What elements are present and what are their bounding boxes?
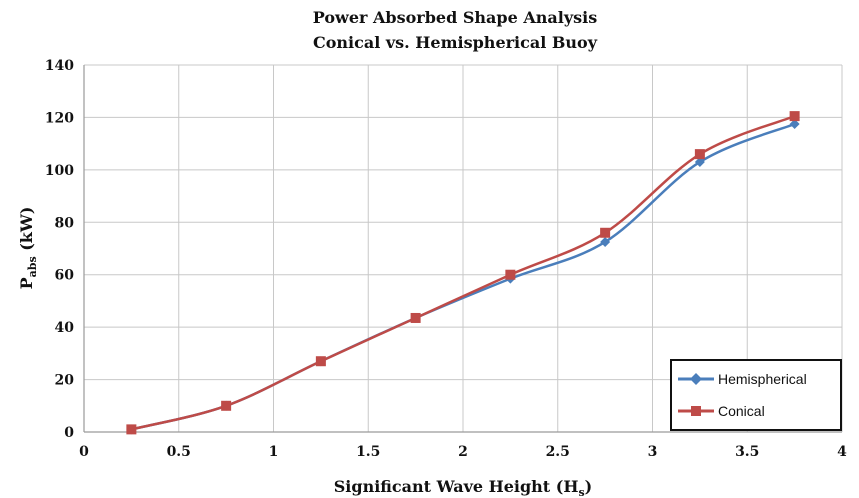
- x-axis-ticks: 0 0.5 1 1.5 2 2.5 3 3.5 4: [79, 444, 847, 460]
- y-tick-label: 20: [55, 373, 75, 389]
- data-point-conical: [221, 400, 232, 411]
- y-tick-label: 140: [45, 58, 74, 74]
- data-point-conical: [505, 269, 516, 280]
- data-point-hemispherical: [789, 118, 800, 129]
- x-tick-label: 1: [269, 444, 279, 460]
- legend: Hemispherical Conical: [670, 359, 842, 431]
- x-tick-label: 0: [79, 444, 89, 460]
- y-tick-label: 60: [55, 268, 75, 284]
- y-axis-title: Pabs (kW): [17, 207, 39, 290]
- y-tick-label: 0: [64, 425, 74, 441]
- x-tick-label: 4: [837, 444, 847, 460]
- legend-box: [670, 359, 842, 431]
- x-tick-label: 3.5: [735, 444, 759, 460]
- data-point-hemispherical: [694, 156, 705, 167]
- y-tick-label: 100: [45, 163, 74, 179]
- legend-marker-conical: [691, 406, 701, 416]
- series-layer: [126, 111, 800, 435]
- x-tick-label: 2.5: [546, 444, 570, 460]
- series-line-conical: [131, 114, 796, 431]
- chart-subtitle: Conical vs. Hemispherical Buoy: [313, 33, 598, 52]
- data-point-hemispherical: [600, 236, 611, 247]
- y-tick-label: 40: [55, 320, 75, 336]
- legend-label-conical: Conical: [718, 403, 765, 419]
- legend-label-hemispherical: Hemispherical: [718, 371, 807, 387]
- data-point-conical: [694, 149, 705, 160]
- chart-title: Power Absorbed Shape Analysis: [313, 8, 597, 27]
- x-tick-label: 2: [458, 444, 468, 460]
- y-tick-label: 80: [55, 215, 75, 231]
- data-point-conical: [410, 312, 421, 323]
- legend-marker-hemispherical: [690, 373, 702, 385]
- data-point-conical: [789, 111, 800, 122]
- x-tick-label: 0.5: [167, 444, 191, 460]
- data-point-conical: [600, 227, 611, 238]
- gridlines: [83, 64, 843, 433]
- x-tick-label: 1.5: [356, 444, 380, 460]
- x-tick-label: 3: [648, 444, 658, 460]
- y-axis-ticks: 0 20 40 60 80 100 120 140: [45, 58, 74, 441]
- data-point-conical: [315, 356, 326, 367]
- y-tick-label: 120: [45, 110, 74, 126]
- data-point-conical: [126, 424, 137, 435]
- x-axis-title: Significant Wave Height (Hs): [334, 477, 592, 498]
